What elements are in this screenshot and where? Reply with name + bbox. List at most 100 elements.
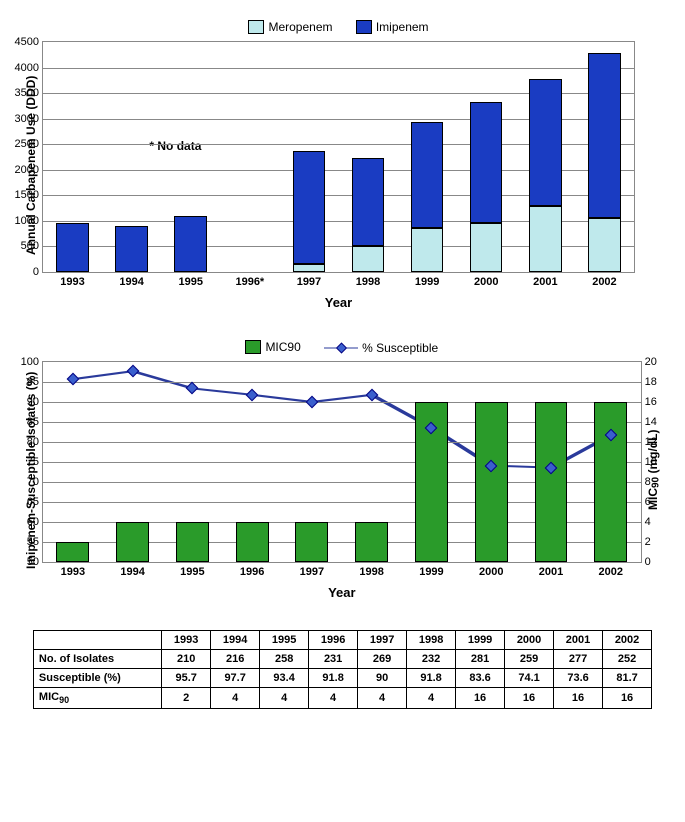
chart2-xtick: 2002: [598, 562, 622, 578]
chart2-ytick-left: 70: [27, 476, 43, 488]
chart1-ytick: 3500: [15, 87, 43, 99]
chart1-ytick: 2500: [15, 138, 43, 150]
meropenem-bar: [293, 264, 326, 272]
chart2-xtick: 1995: [180, 562, 204, 578]
meropenem-bar: [588, 218, 621, 272]
table-cell: 281: [456, 650, 505, 669]
chart1-xtick: 2000: [474, 272, 498, 288]
chart2-ytick-left: 55: [27, 536, 43, 548]
chart2-xtick: 1994: [120, 562, 144, 578]
table-row-label: MIC90: [33, 688, 161, 709]
table-row: MIC9024444416161616: [33, 688, 651, 709]
chart2-ytick-left: 95: [27, 376, 43, 388]
mic90-bar: [475, 402, 508, 562]
table-cell: 95.7: [162, 669, 211, 688]
table-header: 2002: [603, 631, 652, 650]
chart1-ytick: 2000: [15, 164, 43, 176]
imipenem-bar: [588, 53, 621, 218]
meropenem-swatch: [248, 20, 264, 34]
table-cell: 4: [211, 688, 260, 709]
chart2-xtick: 1997: [300, 562, 324, 578]
table-cell: 4: [358, 688, 407, 709]
table-cell: 258: [260, 650, 309, 669]
no-data-annotation: * No data: [149, 139, 201, 153]
chart2-xtick: 1998: [359, 562, 383, 578]
table-cell: 74.1: [505, 669, 554, 688]
chart2-xtick: 1996: [240, 562, 264, 578]
imipenem-bar: [174, 216, 207, 272]
table-cell: 16: [456, 688, 505, 709]
susceptible-line-icon: [324, 342, 358, 354]
chart1-ytick: 3000: [15, 113, 43, 125]
legend-mic90: MIC90: [245, 340, 300, 354]
table-cell: 73.6: [554, 669, 603, 688]
table-cell: 91.8: [407, 669, 456, 688]
table-cell: 91.8: [309, 669, 358, 688]
isolates-data-table: 1993199419951996199719981999200020012002…: [33, 630, 652, 709]
imipenem-bar: [56, 223, 89, 272]
table-header: 1996: [309, 631, 358, 650]
table-cell: 90: [358, 669, 407, 688]
chart2-ytick-left: 75: [27, 456, 43, 468]
chart1-plot-area: * No data 050010001500200025003000350040…: [42, 41, 635, 273]
table-header: 1997: [358, 631, 407, 650]
table-cell: 216: [211, 650, 260, 669]
chart2-xtick: 1999: [419, 562, 443, 578]
chart2-xtick: 2001: [539, 562, 563, 578]
chart2-ytick-left: 60: [27, 516, 43, 528]
chart2-plot-area: 5055606570758085909510002468101214161820…: [42, 361, 642, 563]
susceptibility-mic-chart: Imipenem-Susceptible Isolates (%) MIC90 …: [20, 340, 665, 600]
chart1-xtick: 1995: [179, 272, 203, 288]
table-header: 1999: [456, 631, 505, 650]
chart2-legend: MIC90 % Susceptible: [42, 340, 642, 357]
legend-meropenem: Meropenem: [248, 20, 332, 34]
table-row: No. of Isolates2102162582312692322812592…: [33, 650, 651, 669]
chart1-ytick: 4500: [15, 36, 43, 48]
legend-imipenem: Imipenem: [356, 20, 429, 34]
table-cell: 2: [162, 688, 211, 709]
mic90-bar: [56, 542, 89, 562]
table-cell: 252: [603, 650, 652, 669]
table-cell: 4: [407, 688, 456, 709]
table-cell: 97.7: [211, 669, 260, 688]
table-header: 2000: [505, 631, 554, 650]
table-header: 1993: [162, 631, 211, 650]
imipenem-bar: [411, 122, 444, 227]
table-header: [33, 631, 161, 650]
mic90-bar: [236, 522, 269, 562]
chart1-xaxis-title: Year: [42, 295, 635, 310]
table-cell: 4: [309, 688, 358, 709]
meropenem-bar: [529, 206, 562, 272]
chart1-xtick: 1996*: [235, 272, 264, 288]
table-cell: 83.6: [456, 669, 505, 688]
imipenem-bar: [293, 151, 326, 264]
table-cell: 93.4: [260, 669, 309, 688]
chart2-xaxis-title: Year: [42, 585, 642, 600]
chart1-xtick: 1994: [119, 272, 143, 288]
table-cell: 231: [309, 650, 358, 669]
chart2-xtick: 1993: [61, 562, 85, 578]
table-row: Susceptible (%)95.797.793.491.89091.883.…: [33, 669, 651, 688]
table-cell: 16: [505, 688, 554, 709]
table-header: 1998: [407, 631, 456, 650]
table-cell: 277: [554, 650, 603, 669]
imipenem-bar: [352, 158, 385, 247]
chart1-ytick: 500: [21, 240, 43, 252]
table-header: 1994: [211, 631, 260, 650]
chart1-xtick: 1999: [415, 272, 439, 288]
mic90-bar: [535, 402, 568, 562]
table-cell: 16: [554, 688, 603, 709]
imipenem-swatch: [356, 20, 372, 34]
table-cell: 210: [162, 650, 211, 669]
mic90-swatch: [245, 340, 261, 354]
mic90-bar: [176, 522, 209, 562]
chart2-ytick-left: 65: [27, 496, 43, 508]
meropenem-bar: [352, 246, 385, 272]
meropenem-bar: [411, 228, 444, 272]
table-cell: 4: [260, 688, 309, 709]
carbapenem-use-chart: Annual Carbapenem Use (DDD) Meropenem Im…: [20, 20, 665, 310]
meropenem-bar: [470, 223, 503, 272]
table-header: 1995: [260, 631, 309, 650]
chart2-ytick-left: 80: [27, 436, 43, 448]
mic90-bar: [295, 522, 328, 562]
